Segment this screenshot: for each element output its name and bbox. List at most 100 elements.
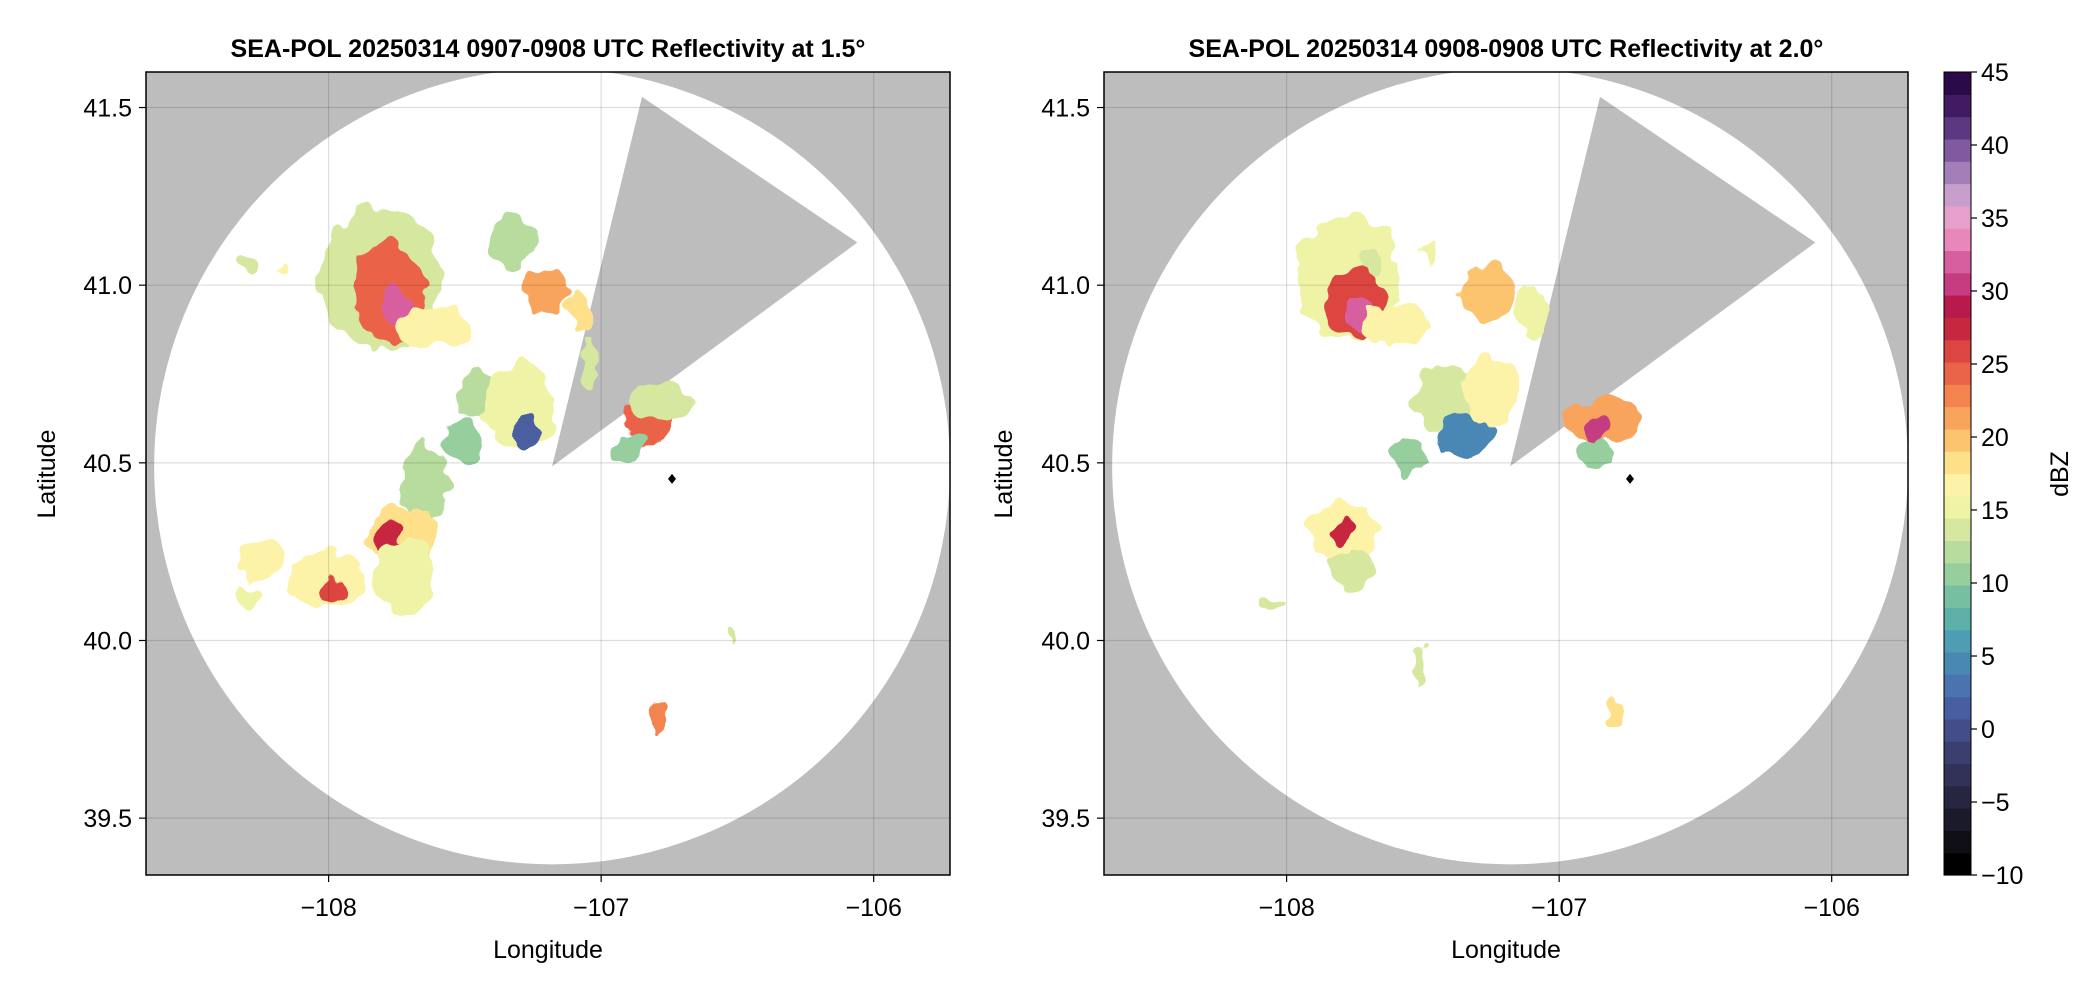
panel-2-frame: [1103, 71, 1909, 876]
colorbar-band: [1944, 72, 1971, 95]
echo-cell: [1330, 516, 1353, 545]
y-tick-label: 40.0: [1041, 627, 1090, 655]
colorbar-band: [1944, 562, 1971, 586]
colorbar-band: [1944, 518, 1971, 542]
panel-1-grid: [146, 72, 950, 875]
y-tick-label: 41.5: [1041, 95, 1090, 123]
colorbar-tick-label: 35: [1981, 205, 2009, 233]
panel-2-blocked-sector: [1510, 96, 1816, 467]
x-tick-label: −107: [1531, 894, 1587, 922]
colorbar-band: [1944, 138, 1971, 162]
colorbar-band: [1944, 852, 1971, 876]
panel-2-echoes: [1253, 214, 1639, 726]
echo-cell: [516, 416, 539, 453]
panel-1: SEA-POL 20250314 0907-0908 UTC Reflectiv…: [33, 35, 951, 964]
colorbar-ticks: −10 −5 0 5 10 15 20 25 30 35 40 45: [1971, 59, 2023, 890]
colorbar: −10 −5 0 5 10 15 20 25 30 35 40 45 dBZ: [1943, 59, 2074, 890]
colorbar-band: [1944, 651, 1971, 675]
panel-2-title: SEA-POL 20250314 0908-0908 UTC Reflectiv…: [1189, 35, 1824, 63]
y-tick-label: 40.5: [1041, 450, 1090, 478]
echo-cell: [628, 384, 694, 421]
colorbar-band: [1944, 808, 1971, 831]
echo-cell: [489, 214, 539, 271]
colorbar-band: [1944, 718, 1971, 742]
echo-cell: [276, 260, 288, 275]
colorbar-band: [1944, 228, 1971, 252]
colorbar-band: [1944, 540, 1971, 564]
echo-cell: [238, 253, 256, 268]
colorbar-frame: [1943, 71, 1972, 876]
panel-1-axis-ticks: −108 −107 −106 39.5 40.0 40.5 41.0 41.5: [83, 95, 902, 922]
echo-cell: [1362, 253, 1385, 275]
echo-cell: [235, 583, 258, 613]
echo-cell: [1463, 352, 1519, 431]
colorbar-band: [1944, 763, 1971, 787]
colorbar-tick-label: 40: [1981, 132, 2009, 160]
echo-cell: [571, 288, 588, 332]
panel-2-y-axis-label: Latitude: [990, 430, 1018, 519]
colorbar-tick-label: 0: [1981, 716, 1995, 744]
y-tick-label: 40.5: [83, 450, 132, 478]
colorbar-band: [1944, 674, 1971, 698]
echo-cell: [1436, 413, 1492, 456]
echo-cell: [1583, 416, 1611, 446]
echo-cell: [726, 629, 738, 645]
echo-cell: [1608, 697, 1625, 726]
echo-cell: [1330, 551, 1374, 588]
echo-cell: [1360, 302, 1432, 346]
echo-cell: [1422, 242, 1440, 271]
colorbar-band: [1944, 183, 1971, 207]
panel-1-title: SEA-POL 20250314 0907-0908 UTC Reflectiv…: [231, 35, 866, 63]
colorbar-tick-label: 5: [1981, 643, 1995, 671]
x-tick-label: −108: [1258, 894, 1314, 922]
colorbar-label: dBZ: [2046, 451, 2074, 497]
echo-cell: [1411, 363, 1478, 428]
y-tick-label: 40.0: [83, 627, 132, 655]
colorbar-tick-label: 15: [1981, 497, 2009, 525]
colorbar-band: [1944, 473, 1971, 497]
panel-2-axis-ticks: −108 −107 −106 39.5 40.0 40.5 41.0 41.5: [1041, 95, 1860, 922]
colorbar-band: [1944, 317, 1971, 341]
x-tick-label: −106: [846, 894, 902, 922]
colorbar-band: [1944, 94, 1971, 118]
colorbar-band: [1944, 696, 1971, 720]
colorbar-band: [1944, 272, 1971, 296]
colorbar-tick-label: −10: [1981, 862, 2023, 890]
panel-1-x-axis-label: Longitude: [493, 936, 603, 964]
colorbar-tick-label: 25: [1981, 351, 2009, 379]
colorbar-band: [1944, 361, 1971, 385]
echo-cell: [399, 441, 449, 527]
echo-cell: [522, 267, 572, 318]
colorbar-band: [1944, 741, 1971, 765]
panel-1-site-marker: [668, 473, 677, 484]
colorbar-band: [1944, 495, 1971, 519]
colorbar-band: [1944, 339, 1971, 363]
colorbar-tick-label: 10: [1981, 570, 2009, 598]
y-tick-label: 41.0: [1041, 272, 1090, 300]
echo-cell: [650, 700, 667, 730]
echo-cell: [1253, 597, 1287, 613]
y-tick-label: 41.5: [83, 95, 132, 123]
echo-cell: [372, 541, 438, 613]
colorbar-band: [1944, 250, 1971, 274]
y-tick-label: 39.5: [1041, 805, 1090, 833]
colorbar-band: [1944, 607, 1971, 631]
x-tick-label: −106: [1804, 894, 1860, 922]
colorbar-band: [1944, 785, 1971, 809]
colorbar-band: [1944, 384, 1971, 408]
colorbar-band: [1944, 205, 1971, 229]
echo-cell: [1392, 437, 1426, 474]
panel-1-blocked-sector: [552, 96, 858, 467]
echo-cell: [582, 338, 599, 389]
colorbar-band: [1944, 585, 1971, 608]
colorbar-tick-label: −5: [1981, 789, 2010, 817]
echo-cell: [235, 544, 285, 581]
panel-1-echoes: [235, 207, 738, 730]
colorbar-band: [1944, 428, 1971, 452]
colorbar-band: [1944, 629, 1971, 653]
echo-cell: [1409, 644, 1426, 687]
panel-2: SEA-POL 20250314 0908-0908 UTC Reflectiv…: [990, 35, 1909, 964]
colorbar-band: [1944, 161, 1971, 185]
colorbar-band: [1944, 116, 1971, 140]
panel-2-grid: [1104, 72, 1908, 875]
